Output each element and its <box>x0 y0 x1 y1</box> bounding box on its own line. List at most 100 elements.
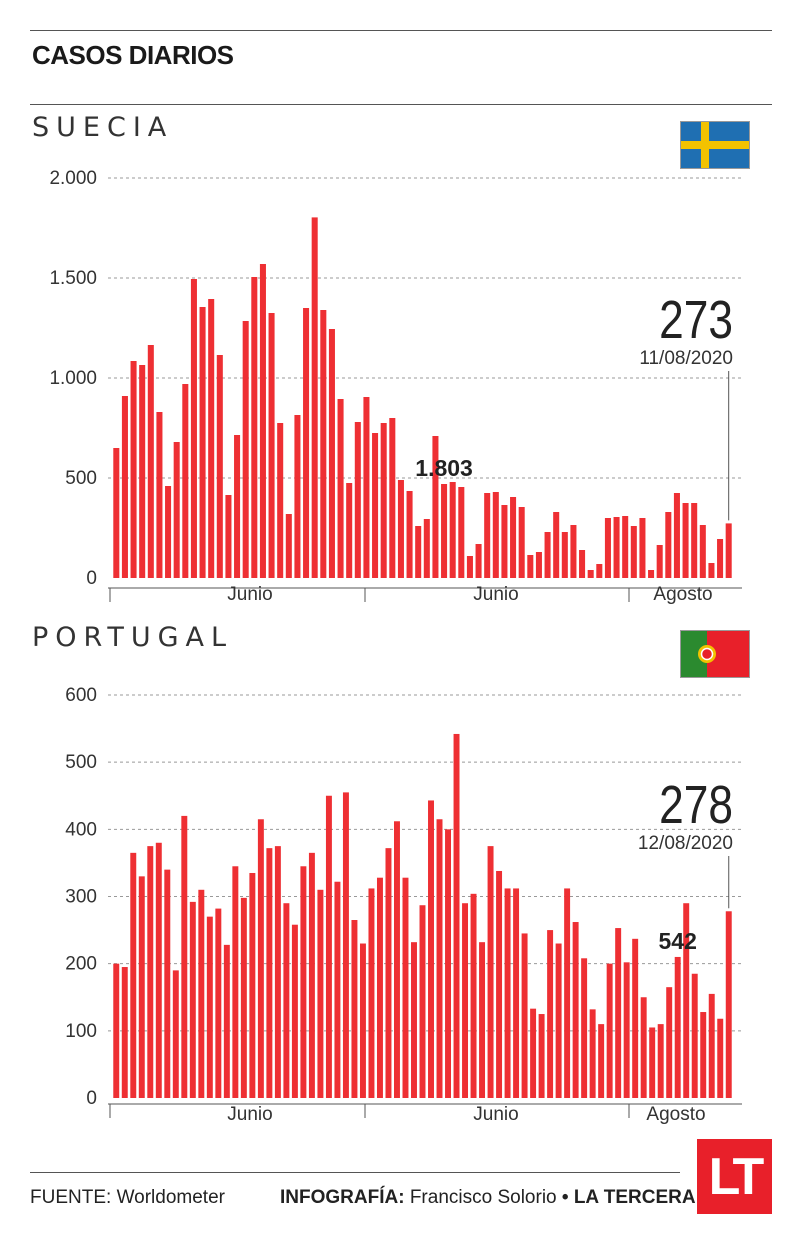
source-label: FUENTE: <box>30 1187 112 1208</box>
bar <box>234 435 241 578</box>
bar <box>363 397 370 578</box>
bar <box>462 903 469 1098</box>
month-label: Junio <box>227 1104 272 1125</box>
bar <box>380 423 387 578</box>
month-label: Agosto <box>646 1104 705 1125</box>
bar <box>632 938 639 1098</box>
bar <box>165 486 172 578</box>
bar <box>325 795 332 1098</box>
top-rule <box>30 30 772 31</box>
bar <box>359 943 366 1098</box>
bar <box>283 903 290 1098</box>
bar <box>257 819 264 1098</box>
bar <box>530 1008 537 1098</box>
bar <box>277 423 284 578</box>
bar <box>181 815 188 1098</box>
footer-source: FUENTE: Worldometer <box>30 1187 225 1209</box>
bar <box>683 903 690 1098</box>
page-title: CASOS DIARIOS <box>32 40 234 70</box>
bar <box>656 545 663 578</box>
bar <box>164 869 171 1098</box>
month-label: Junio <box>473 584 518 605</box>
bar <box>206 916 213 1098</box>
bar <box>604 518 611 578</box>
y-tick-label: 0 <box>86 1088 97 1109</box>
bar <box>113 963 120 1098</box>
bar <box>639 518 646 578</box>
bar <box>570 525 577 578</box>
bar <box>648 570 655 578</box>
y-tick-label: 400 <box>65 819 97 840</box>
sweden-chart: 0 500 1.000 1.500 2.000 Junio Junio Agosto 1.803… <box>49 168 742 605</box>
bar <box>415 526 422 578</box>
bar <box>561 532 568 578</box>
bar <box>402 877 409 1098</box>
bar <box>428 800 434 1098</box>
bar <box>351 920 358 1098</box>
bar <box>581 958 588 1098</box>
bar <box>328 329 335 578</box>
bar <box>411 942 417 1098</box>
bar <box>121 396 128 578</box>
bar <box>649 1027 656 1098</box>
bar <box>190 279 197 578</box>
y-tick-label: 2.000 <box>49 168 97 189</box>
month-label: Junio <box>473 1104 518 1125</box>
bar <box>538 1014 545 1098</box>
month-label: Agosto <box>653 584 712 605</box>
bar <box>147 846 154 1098</box>
bar <box>674 956 681 1098</box>
portugal-flag <box>680 630 750 678</box>
bar <box>294 415 301 578</box>
bar <box>466 556 473 578</box>
bar <box>334 881 341 1098</box>
bar <box>518 507 525 578</box>
y-tick-label: 1.500 <box>49 268 97 289</box>
bar <box>615 928 622 1098</box>
bar <box>717 1018 724 1098</box>
bar <box>406 491 413 578</box>
bar <box>147 345 154 578</box>
bar <box>622 516 629 578</box>
bar <box>553 512 560 578</box>
bar <box>240 897 247 1098</box>
bar <box>208 299 215 578</box>
bar <box>172 970 179 1098</box>
bar <box>198 889 205 1098</box>
bar <box>535 552 542 578</box>
bar <box>199 307 206 578</box>
bar <box>544 532 551 578</box>
bar <box>291 924 298 1098</box>
bar <box>223 944 230 1098</box>
bar <box>691 503 698 578</box>
credit-value: Francisco Solorio <box>409 1187 557 1208</box>
bar <box>113 448 120 578</box>
bar <box>385 848 392 1098</box>
bar <box>130 852 137 1098</box>
bar <box>682 503 689 578</box>
bar <box>139 365 146 578</box>
bar <box>432 436 439 578</box>
bar <box>623 962 630 1098</box>
title-rule <box>30 104 772 105</box>
bar <box>598 1024 605 1098</box>
bar <box>317 889 324 1098</box>
bar <box>346 483 353 578</box>
bar <box>121 967 128 1098</box>
bar <box>368 888 375 1098</box>
bar <box>225 495 232 578</box>
last-value-label: 273 <box>659 290 733 350</box>
bar <box>320 310 327 578</box>
bar <box>613 517 620 578</box>
credit-separator: • <box>561 1187 569 1208</box>
credit-label: INFOGRAFÍA: <box>280 1187 405 1208</box>
bar <box>589 1009 596 1098</box>
bar <box>308 852 315 1098</box>
bar <box>725 911 732 1098</box>
bar <box>232 866 239 1098</box>
last-value-label: 278 <box>659 775 733 835</box>
month-label: Junio <box>227 584 272 605</box>
bar <box>596 564 603 578</box>
y-tick-label: 1.000 <box>49 368 97 389</box>
footer-rule <box>30 1172 680 1173</box>
